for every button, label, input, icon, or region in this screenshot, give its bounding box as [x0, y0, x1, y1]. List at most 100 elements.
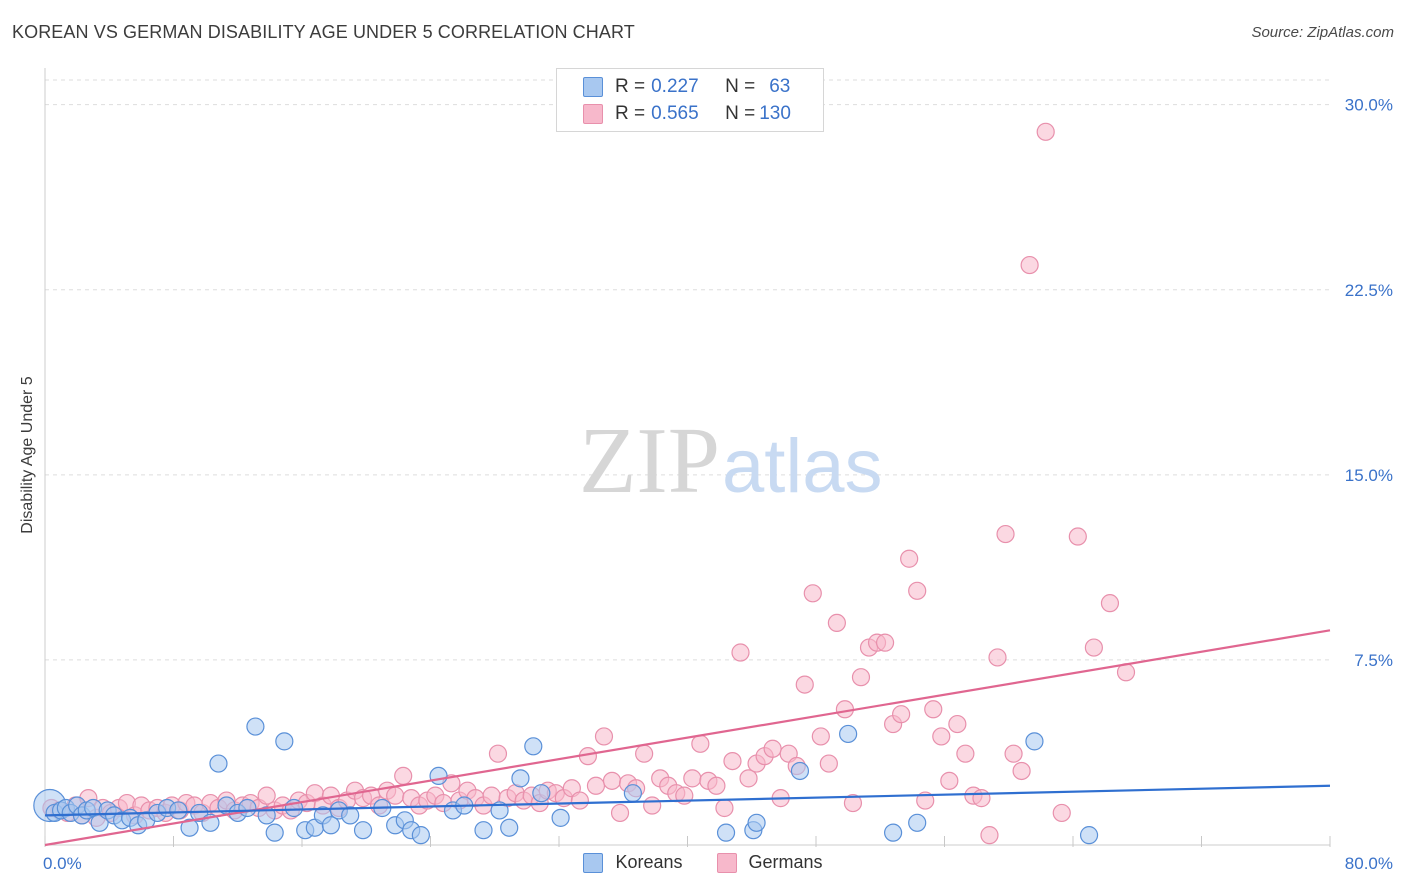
r-label: R =	[615, 76, 646, 97]
korean-point	[908, 813, 927, 832]
german-point	[488, 744, 508, 763]
korean-point	[839, 724, 858, 744]
german-point	[1004, 744, 1023, 763]
koreans-label: Koreans	[615, 852, 683, 872]
korean-point	[551, 808, 570, 827]
source-label: Source: ZipAtlas.com	[1251, 24, 1394, 41]
german-point	[715, 798, 734, 818]
n-value: 63	[769, 76, 791, 97]
legend-row-koreans: R = 0.227 N = 63	[583, 75, 790, 99]
german-point	[707, 776, 726, 795]
german-point	[988, 648, 1007, 667]
german-point	[386, 786, 405, 805]
n-label: N =	[725, 76, 756, 97]
german-point	[257, 786, 276, 805]
german-point	[1068, 527, 1087, 546]
german-point	[924, 700, 943, 719]
german-point	[948, 714, 967, 734]
korean-point	[747, 813, 766, 832]
german-point	[763, 739, 782, 758]
germans-trend-line	[44, 629, 1331, 847]
watermark-atlas: atlas	[722, 424, 883, 509]
korean-point	[411, 826, 430, 845]
german-point	[602, 771, 622, 790]
german-point	[892, 705, 911, 724]
german-point	[1052, 803, 1071, 823]
german-point	[916, 791, 935, 810]
koreans-swatch	[583, 77, 603, 97]
german-point	[394, 766, 413, 786]
german-point	[1036, 122, 1055, 141]
germans-swatch	[716, 852, 737, 873]
germans-swatch	[583, 104, 603, 124]
korean-point	[246, 717, 265, 736]
korean-point	[265, 823, 284, 842]
german-point	[691, 734, 710, 753]
german-point	[827, 613, 846, 633]
korean-point	[1025, 732, 1044, 751]
german-point	[900, 549, 919, 568]
stats-legend: R = 0.227 N = 63 R = 0.565 N = 130	[556, 68, 824, 132]
germans-label: Germans	[748, 852, 823, 872]
x-tick-labels: 0.0% 80.0%	[43, 854, 1393, 873]
german-point	[908, 581, 927, 600]
korean-point	[511, 769, 530, 788]
legend-row-germans: R = 0.565 N = 130	[583, 102, 791, 126]
koreans-trend-line	[44, 784, 1331, 817]
german-point	[731, 643, 750, 662]
german-point	[996, 524, 1015, 544]
german-point	[811, 727, 830, 746]
series-legend: Koreans Germans	[0, 852, 1406, 873]
korean-point	[353, 821, 373, 840]
german-point	[1100, 594, 1120, 613]
axes	[44, 68, 1331, 847]
r-label: R =	[615, 103, 646, 124]
y-tick-labels: 7.5% 15.0% 22.5% 30.0%	[1345, 96, 1393, 670]
german-point	[843, 793, 863, 813]
korean-point	[429, 766, 448, 786]
korean-point	[321, 816, 341, 835]
germans-points	[42, 122, 1136, 845]
watermark-zip: ZIP	[579, 409, 720, 513]
german-point	[586, 776, 606, 795]
german-point	[875, 633, 895, 652]
x-tick-label: 0.0%	[43, 854, 82, 873]
german-point	[1020, 255, 1039, 275]
german-point	[594, 727, 614, 746]
german-point	[739, 769, 758, 788]
korean-point	[275, 732, 294, 751]
korean-point	[341, 806, 360, 825]
korean-point	[883, 823, 903, 842]
german-point	[643, 796, 662, 815]
y-tick-label: 30.0%	[1345, 96, 1393, 115]
german-point	[1012, 761, 1031, 781]
y-tick-label: 15.0%	[1345, 466, 1393, 485]
korean-point	[500, 818, 519, 837]
german-point	[723, 751, 742, 771]
r-value: 0.227	[651, 76, 699, 97]
korean-point	[716, 823, 736, 842]
german-point	[570, 791, 589, 810]
korean-point	[1079, 826, 1099, 845]
korean-point	[524, 737, 543, 756]
korean-point	[532, 784, 551, 803]
german-point	[972, 789, 991, 808]
koreans-swatch	[583, 852, 604, 873]
german-point	[610, 803, 630, 823]
korean-point	[209, 754, 228, 773]
korean-point	[790, 761, 810, 781]
y-tick-label: 22.5%	[1345, 281, 1393, 300]
korean-point	[490, 801, 509, 820]
n-value: 130	[759, 103, 791, 124]
x-tick-label: 80.0%	[1345, 854, 1393, 873]
legend-item-germans: Germans	[716, 852, 823, 873]
korean-point	[180, 818, 199, 837]
chart-title: KOREAN VS GERMAN DISABILITY AGE UNDER 5 …	[12, 22, 635, 42]
german-point	[851, 668, 871, 687]
german-point	[932, 727, 951, 746]
korean-point	[169, 801, 188, 820]
n-label: N =	[725, 103, 756, 124]
german-point	[1084, 638, 1103, 657]
legend-item-koreans: Koreans	[583, 852, 683, 873]
